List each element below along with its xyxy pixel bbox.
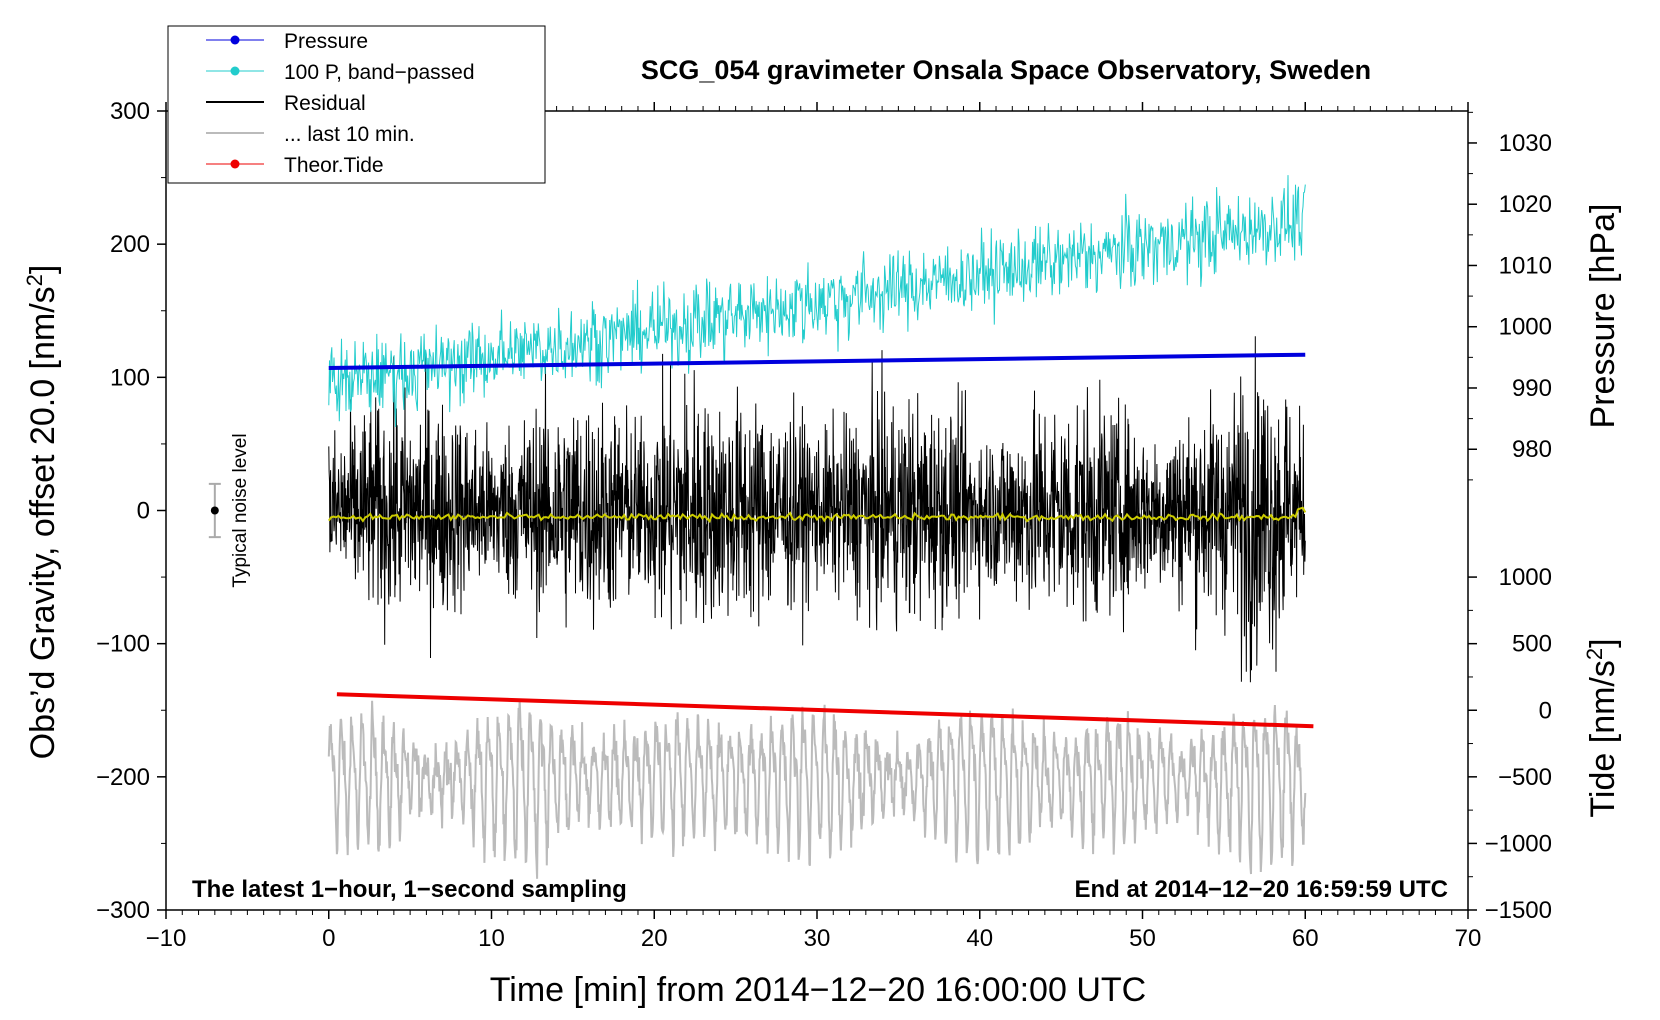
tide-axis-title: Tide [nm/s2] xyxy=(1582,638,1622,817)
y-axis-left: −300 −200 −100 0 100 200 300 xyxy=(96,98,166,924)
x-tick-label: 0 xyxy=(322,925,335,952)
x-tick-label: −10 xyxy=(146,925,187,952)
legend-label: ... last 10 min. xyxy=(284,123,415,146)
y-tick-label: −200 xyxy=(96,764,150,791)
legend: Pressure 100 P, band−passed Residual ... la… xyxy=(167,25,546,184)
series-pressure xyxy=(328,352,1306,371)
series-residual xyxy=(328,336,1306,683)
noise-bar-dot xyxy=(210,506,219,515)
x-tick-label: 10 xyxy=(478,925,505,952)
tide-tick-label: 0 xyxy=(1539,697,1552,724)
tide-title-main: Tide [nm/s xyxy=(1584,660,1622,817)
y-left-title-main: Obs’d Gravity, offset 20.0 [nm/s xyxy=(24,286,62,759)
x-tick-label: 40 xyxy=(966,925,993,952)
legend-label: 100 P, band−passed xyxy=(284,61,475,84)
pressure-tick-label: 1000 xyxy=(1499,314,1552,341)
chart-title: SCG_054 gravimeter Onsala Space Observat… xyxy=(641,55,1371,85)
sampling-note: The latest 1−hour, 1−second sampling xyxy=(192,876,627,903)
pressure-axis-title: Pressure [hPa] xyxy=(1584,204,1622,429)
tide-tick-label: 500 xyxy=(1512,631,1552,658)
series-theoretical-tide xyxy=(336,692,1314,729)
legend-box xyxy=(167,25,546,184)
series-residual-smoothed xyxy=(327,506,1307,524)
x-axis-title: Time [min] from 2014−12−20 16:00:00 UTC xyxy=(490,971,1146,1009)
tide-tick-label: 1000 xyxy=(1499,564,1552,591)
y-tick-label: 300 xyxy=(110,98,150,125)
y-tick-label: −100 xyxy=(96,631,150,658)
legend-marker xyxy=(230,35,240,45)
pressure-tick-label: 1030 xyxy=(1499,130,1552,157)
series-layer xyxy=(327,175,1314,879)
x-tick-label: 60 xyxy=(1292,925,1319,952)
y-left-title-end: ] xyxy=(24,265,62,274)
x-tick-label: 50 xyxy=(1129,925,1156,952)
pressure-tick-label: 1010 xyxy=(1499,252,1552,279)
y-tick-label: 100 xyxy=(110,364,150,391)
legend-label: Theor.Tide xyxy=(284,154,384,177)
y-tick-label: 0 xyxy=(137,498,150,525)
noise-level-indicator: Typical noise level xyxy=(208,433,251,588)
tide-title-sup: 2 xyxy=(1582,648,1607,660)
noise-level-label: Typical noise level xyxy=(230,433,251,587)
pressure-tick-label: 1020 xyxy=(1499,191,1552,218)
y-tick-label: −300 xyxy=(96,897,150,924)
tide-title-end: ] xyxy=(1584,638,1622,647)
x-tick-label: 20 xyxy=(641,925,668,952)
end-time-note: End at 2014−12−20 16:59:59 UTC xyxy=(1074,876,1448,903)
tide-tick-label: −1000 xyxy=(1485,830,1552,857)
y-left-title-sup: 2 xyxy=(22,274,47,286)
series-band-passed-pressure xyxy=(328,175,1306,428)
legend-marker xyxy=(230,159,240,169)
series-last-10-min xyxy=(327,699,1307,879)
legend-marker xyxy=(230,66,240,76)
x-tick-label: 30 xyxy=(804,925,831,952)
x-axis: −10 0 10 20 30 40 50 60 70 xyxy=(146,102,1482,952)
legend-label: Residual xyxy=(284,92,366,115)
pressure-tick-label: 980 xyxy=(1512,436,1552,463)
x-tick-label: 70 xyxy=(1455,925,1482,952)
y-axis-left-title: Obs’d Gravity, offset 20.0 [nm/s2] xyxy=(22,265,62,760)
y-tick-label: 200 xyxy=(110,231,150,258)
legend-label: Pressure xyxy=(284,30,368,53)
tide-tick-label: −1500 xyxy=(1485,897,1552,924)
pressure-tick-label: 990 xyxy=(1512,375,1552,402)
y-axis-right: 980 990 1000 1010 1020 1030 −1500 −1000 −500 0 500… xyxy=(1468,111,1552,924)
tide-tick-label: −500 xyxy=(1498,764,1552,791)
